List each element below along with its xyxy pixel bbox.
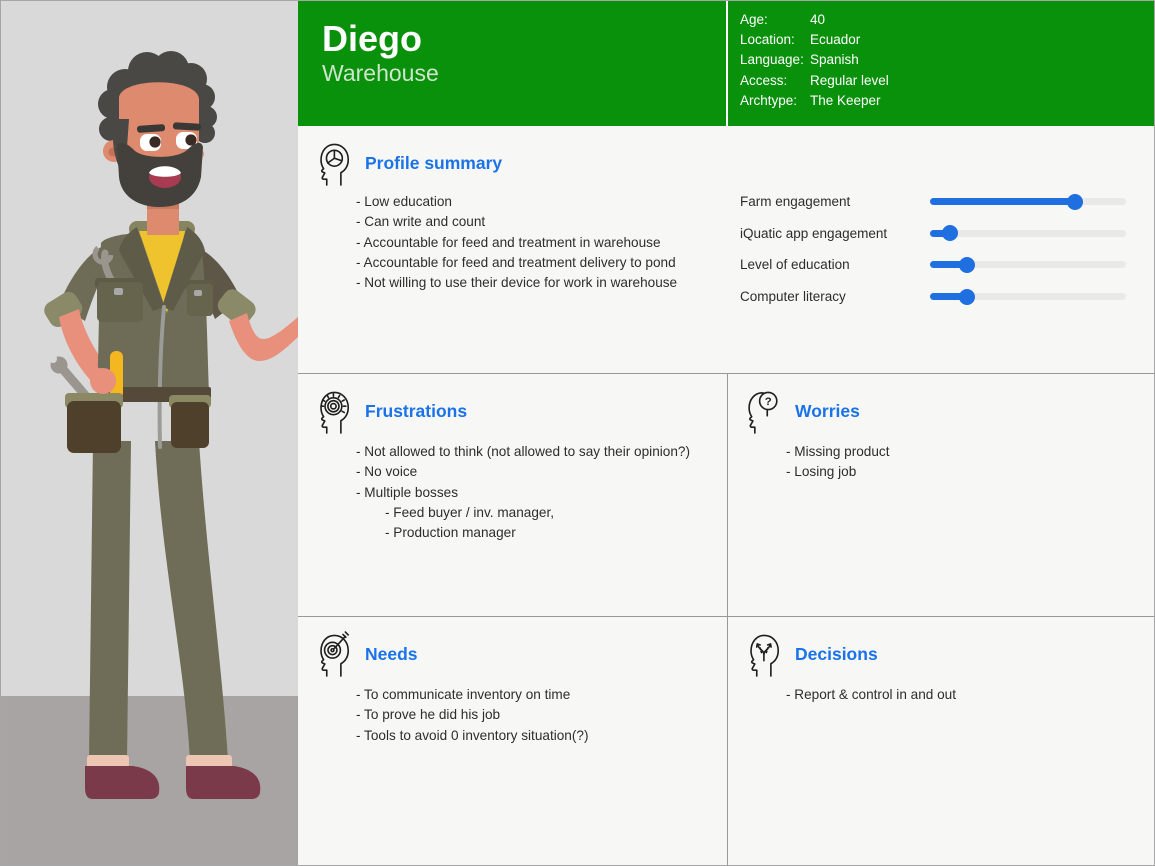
slider-row: Level of education	[728, 249, 1154, 281]
section-profile-summary: Profile summary - Low education - Can wr…	[298, 126, 1154, 374]
head-target-arrow-icon	[320, 631, 350, 677]
attribute-row: Archtype: The Keeper	[740, 91, 1154, 111]
slider-label: Farm engagement	[740, 194, 851, 210]
attribute-value: Spanish	[810, 52, 859, 68]
bullet-item: - To prove he did his job	[356, 707, 501, 723]
frustrations-list: - Not allowed to think (not allowed to s…	[356, 442, 727, 543]
slider-row: Computer literacy	[728, 281, 1154, 313]
slider-fill	[930, 229, 950, 237]
slider-fill	[930, 261, 968, 269]
frustrations-header: Frustrations	[298, 374, 727, 434]
character-panel	[1, 1, 298, 865]
section-row-bottom: Needs - To communicate inventory on time…	[298, 617, 1154, 865]
attribute-value: 40	[810, 12, 826, 27]
decisions-list: - Report & control in and out	[786, 685, 1154, 705]
bullet-item: - To communicate inventory on time	[356, 687, 571, 702]
attribute-label: Age:	[740, 12, 768, 27]
attribute-row: Location: Ecuador	[740, 30, 1154, 50]
section-title: Frustrations	[365, 400, 468, 421]
computer-literacy-slider[interactable]	[930, 288, 1126, 305]
farm-engagement-slider[interactable]	[930, 193, 1126, 210]
bullet-item: - Tools to avoid 0 inventory situation(?…	[356, 727, 589, 743]
slider-fill	[930, 198, 1076, 206]
slider-label: Level of education	[740, 257, 850, 273]
section-title: Needs	[365, 643, 418, 664]
bullet-item: - Not allowed to think (not allowed to s…	[356, 444, 690, 459]
worries-header: ? Worries	[728, 374, 1154, 434]
head-branching-arrows-icon	[750, 634, 780, 677]
bullet-item: - Not willing to use their device for wo…	[356, 275, 678, 291]
section-frustrations: Frustrations - Not allowed to think (not…	[298, 374, 728, 616]
attribute-row: Language: Spanish	[740, 50, 1154, 70]
attribute-value: The Keeper	[810, 92, 881, 108]
slider-thumb[interactable]	[959, 288, 976, 305]
slider-track[interactable]	[930, 293, 1126, 301]
bullet-item: - Multiple bosses	[356, 484, 458, 500]
slider-track[interactable]	[930, 261, 1126, 269]
head-dizzy-spiral-icon	[320, 391, 350, 434]
persona-header: Diego Warehouse Age: 40 Location: Ecuado…	[298, 1, 1154, 126]
persona-role: Warehouse	[322, 60, 439, 86]
attribute-label: Location:	[740, 32, 795, 48]
bullet-item: - Accountable for feed and treatment in …	[356, 234, 661, 250]
attribute-value: Ecuador	[810, 32, 861, 48]
head-pie-chart-icon	[320, 143, 350, 186]
persona-identity: Diego Warehouse	[298, 1, 728, 126]
slider-label: iQuatic app engagement	[740, 225, 888, 241]
section-worries: ? Worries - Missing product - Losing job	[728, 374, 1154, 616]
bullet-item: - Report & control in and out	[786, 687, 957, 702]
svg-text:?: ?	[765, 396, 772, 408]
bullet-item: - Missing product	[786, 444, 890, 459]
attribute-row: Access: Regular level	[740, 71, 1154, 91]
slider-thumb[interactable]	[941, 225, 958, 242]
persona-name: Diego	[322, 18, 423, 59]
engagement-sliders: Farm engagement iQuatic app engagement	[728, 126, 1154, 373]
attribute-label: Access:	[740, 72, 788, 88]
section-decisions: Decisions - Report & control in and out	[728, 617, 1154, 865]
slider-row: Farm engagement	[728, 186, 1154, 218]
attribute-label: Archtype:	[740, 92, 798, 108]
section-title: Worries	[795, 400, 860, 421]
section-title: Profile summary	[365, 152, 503, 173]
bullet-item: - Losing job	[786, 464, 857, 480]
needs-list: - To communicate inventory on time - To …	[356, 685, 727, 746]
decisions-header: Decisions	[728, 617, 1154, 677]
profile-summary-list: - Low education - Can write and count - …	[356, 192, 728, 293]
attribute-row: Age: 40	[740, 10, 1154, 30]
slider-track[interactable]	[930, 229, 1126, 237]
section-title: Decisions	[795, 643, 878, 664]
slider-row: iQuatic app engagement	[728, 218, 1154, 250]
worries-list: - Missing product - Losing job	[786, 442, 1154, 483]
bullet-sub-item: - Production manager	[385, 525, 516, 541]
attribute-value: Regular level	[810, 72, 889, 88]
section-row-middle: Frustrations - Not allowed to think (not…	[298, 374, 1154, 617]
persona-attributes: Age: 40 Location: Ecuador Language: Span…	[728, 1, 1154, 126]
slider-fill	[930, 293, 968, 301]
slider-thumb[interactable]	[959, 256, 976, 273]
warehouse-worker-illustration	[1, 1, 298, 865]
persona-content: Diego Warehouse Age: 40 Location: Ecuado…	[298, 1, 1154, 865]
slider-label: Computer literacy	[740, 289, 846, 305]
profile-summary-text: Profile summary - Low education - Can wr…	[298, 126, 728, 373]
bullet-item: - Can write and count	[356, 214, 486, 230]
bullet-item: - Low education	[356, 194, 452, 209]
level-of-education-slider[interactable]	[930, 256, 1126, 273]
bullet-item: - Accountable for feed and treatment del…	[356, 254, 676, 270]
profile-summary-header: Profile summary	[298, 126, 728, 186]
attribute-label: Language:	[740, 52, 804, 68]
iquatic-app-engagement-slider[interactable]	[930, 225, 1126, 242]
bullet-sub-item: - Feed buyer / inv. manager,	[385, 504, 554, 520]
bullet-item: - No voice	[356, 464, 418, 480]
slider-thumb[interactable]	[1067, 193, 1084, 210]
section-needs: Needs - To communicate inventory on time…	[298, 617, 728, 865]
needs-header: Needs	[298, 617, 727, 677]
head-question-mark-icon: ?	[748, 391, 778, 434]
